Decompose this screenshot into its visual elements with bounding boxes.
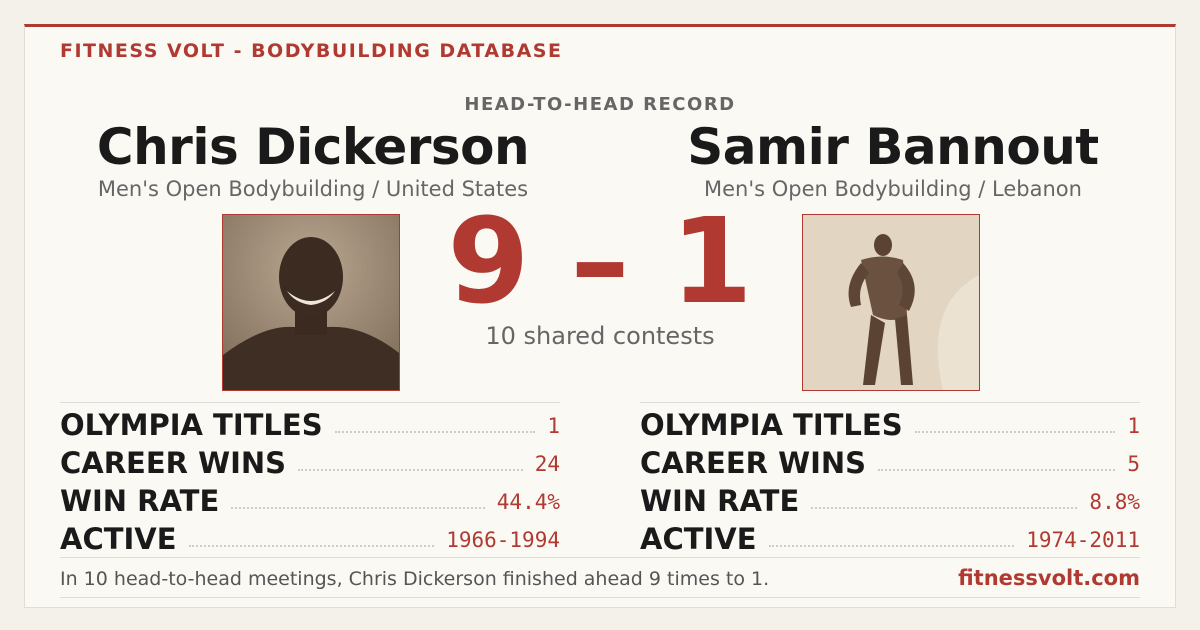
athlete-name: Samir Bannout bbox=[687, 118, 1099, 176]
divider bbox=[60, 557, 1140, 558]
stat-row: CAREER WINS 5 bbox=[640, 441, 1140, 479]
leader bbox=[298, 469, 523, 471]
brand: FITNESS VOLT - BODYBUILDING DATABASE bbox=[60, 40, 563, 62]
record-label: HEAD-TO-HEAD RECORD bbox=[464, 94, 736, 115]
shared-contests: 10 shared contests bbox=[485, 322, 715, 350]
athlete-division: Men's Open Bodybuilding / United States bbox=[97, 177, 529, 201]
leader bbox=[768, 545, 1015, 547]
stat-value: 24 bbox=[534, 452, 560, 476]
stat-label: OLYMPIA TITLES bbox=[640, 408, 903, 442]
stat-value: 5 bbox=[1127, 452, 1140, 476]
leader bbox=[878, 469, 1116, 471]
stat-row: OLYMPIA TITLES 1 bbox=[640, 403, 1140, 441]
stat-label: OLYMPIA TITLES bbox=[60, 408, 323, 442]
stat-label: ACTIVE bbox=[640, 522, 757, 556]
site-link[interactable]: fitnessvolt.com bbox=[958, 566, 1140, 590]
stat-label: CAREER WINS bbox=[640, 446, 867, 480]
stat-value: 1 bbox=[547, 414, 560, 438]
stat-value: 1 bbox=[1127, 414, 1140, 438]
leader bbox=[231, 507, 485, 509]
stat-row: WIN RATE 44.4% bbox=[60, 479, 560, 517]
leader bbox=[914, 431, 1116, 433]
stat-row: WIN RATE 8.8% bbox=[640, 479, 1140, 517]
stat-label: WIN RATE bbox=[60, 484, 220, 518]
stat-label: CAREER WINS bbox=[60, 446, 287, 480]
stat-row: CAREER WINS 24 bbox=[60, 441, 560, 479]
score: 9 – 1 bbox=[447, 192, 753, 330]
card bbox=[24, 24, 1176, 608]
stat-label: ACTIVE bbox=[60, 522, 177, 556]
stat-row: OLYMPIA TITLES 1 bbox=[60, 403, 560, 441]
summary: In 10 head-to-head meetings, Chris Dicke… bbox=[60, 568, 770, 590]
leader bbox=[334, 431, 536, 433]
athlete-division: Men's Open Bodybuilding / Lebanon bbox=[704, 177, 1082, 201]
leader bbox=[188, 545, 435, 547]
leader bbox=[811, 507, 1078, 509]
athlete-name: Chris Dickerson bbox=[96, 118, 530, 176]
stat-value: 44.4% bbox=[496, 490, 560, 514]
stat-row: ACTIVE 1974-2011 bbox=[640, 517, 1140, 555]
stat-value: 1974-2011 bbox=[1026, 528, 1140, 552]
athlete-photo bbox=[222, 214, 400, 391]
stat-value: 1966-1994 bbox=[446, 528, 560, 552]
stat-row: ACTIVE 1966-1994 bbox=[60, 517, 560, 555]
stat-label: WIN RATE bbox=[640, 484, 800, 518]
stats-list: OLYMPIA TITLES 1 CAREER WINS 5 WIN RATE 8.8% A… bbox=[640, 402, 1140, 555]
stats-list: OLYMPIA TITLES 1 CAREER WINS 24 WIN RATE 44.4… bbox=[60, 402, 560, 555]
athlete-photo bbox=[802, 214, 980, 391]
stat-value: 8.8% bbox=[1089, 490, 1140, 514]
divider bbox=[60, 597, 1140, 598]
